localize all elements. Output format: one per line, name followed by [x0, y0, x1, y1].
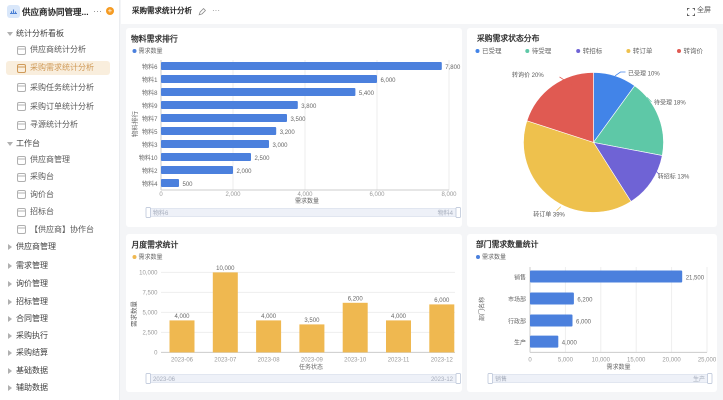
svg-text:物料4: 物料4 — [438, 209, 454, 217]
svg-text:5,000: 5,000 — [558, 358, 574, 364]
svg-text:已受理 10%: 已受理 10% — [628, 70, 660, 78]
svg-text:4,000: 4,000 — [297, 192, 313, 198]
svg-text:6,200: 6,200 — [577, 298, 593, 304]
svg-text:生产: 生产 — [693, 375, 705, 383]
svg-text:0: 0 — [159, 192, 163, 198]
svg-text:物料9: 物料9 — [142, 102, 158, 110]
svg-text:生产: 生产 — [514, 339, 526, 347]
svg-text:待受理 18%: 待受理 18% — [654, 99, 686, 107]
svg-text:2023-08: 2023-08 — [258, 358, 281, 364]
svg-text:3,800: 3,800 — [301, 104, 317, 110]
svg-text:2,500: 2,500 — [142, 331, 158, 337]
svg-text:转订单: 转订单 — [633, 46, 653, 55]
svg-text:采购需求状态分布: 采购需求状态分布 — [476, 33, 540, 43]
svg-text:6,000: 6,000 — [576, 320, 592, 326]
svg-text:物料6: 物料6 — [153, 209, 169, 217]
svg-text:25,000: 25,000 — [698, 358, 717, 364]
svg-text:7,500: 7,500 — [142, 291, 158, 297]
svg-text:物料5: 物料5 — [142, 128, 158, 136]
svg-text:物料6: 物料6 — [142, 63, 158, 71]
svg-text:3,200: 3,200 — [280, 130, 296, 136]
svg-text:10,000: 10,000 — [592, 358, 611, 364]
svg-text:物料10: 物料10 — [139, 154, 158, 162]
svg-text:2,000: 2,000 — [237, 169, 253, 175]
svg-text:8,000: 8,000 — [441, 192, 457, 198]
svg-text:部门需求数量统计: 部门需求数量统计 — [476, 239, 539, 249]
svg-text:销售: 销售 — [514, 274, 526, 282]
svg-text:销售: 销售 — [495, 375, 507, 383]
svg-text:转招标 13%: 转招标 13% — [658, 173, 690, 181]
svg-text:20,000: 20,000 — [662, 358, 681, 364]
svg-text:需求数量: 需求数量 — [139, 253, 163, 261]
svg-text:0: 0 — [154, 351, 158, 357]
svg-text:6,000: 6,000 — [434, 298, 450, 304]
svg-text:10,000: 10,000 — [139, 271, 158, 277]
svg-text:物料7: 物料7 — [142, 115, 158, 123]
svg-text:2,500: 2,500 — [255, 156, 271, 162]
svg-text:4,000: 4,000 — [261, 314, 277, 320]
svg-text:3,000: 3,000 — [273, 143, 289, 149]
svg-text:物料1: 物料1 — [142, 76, 158, 84]
svg-text:物料需求排行: 物料需求排行 — [131, 34, 178, 44]
svg-text:部门名称: 部门名称 — [478, 297, 486, 321]
svg-text:物料8: 物料8 — [142, 89, 158, 97]
svg-text:需求数量: 需求数量 — [129, 301, 138, 328]
svg-text:需求数量: 需求数量 — [139, 47, 163, 55]
svg-text:物料排行: 物料排行 — [130, 111, 139, 138]
svg-text:2023-09: 2023-09 — [301, 358, 324, 364]
svg-text:2023-07: 2023-07 — [214, 358, 237, 364]
svg-text:3,500: 3,500 — [291, 117, 307, 123]
svg-text:需求数量: 需求数量 — [295, 197, 319, 205]
svg-text:市场部: 市场部 — [508, 296, 526, 304]
svg-text:4,000: 4,000 — [562, 341, 578, 347]
svg-text:月度需求统计: 月度需求统计 — [131, 240, 179, 250]
svg-text:转询价 20%: 转询价 20% — [512, 71, 544, 79]
svg-text:任务状态: 任务状态 — [299, 363, 323, 371]
svg-text:物料3: 物料3 — [142, 141, 158, 149]
svg-text:行政部: 行政部 — [508, 318, 526, 326]
svg-text:4,000: 4,000 — [391, 314, 407, 320]
svg-text:2023-06: 2023-06 — [153, 377, 176, 383]
svg-text:待受理: 待受理 — [532, 46, 552, 55]
svg-text:需求数量: 需求数量 — [482, 253, 506, 261]
svg-text:4,000: 4,000 — [174, 314, 190, 320]
svg-text:3,500: 3,500 — [304, 318, 320, 324]
svg-text:转招标: 转招标 — [583, 46, 603, 55]
svg-text:21,500: 21,500 — [686, 276, 705, 282]
svg-text:15,000: 15,000 — [627, 358, 646, 364]
svg-text:2023-12: 2023-12 — [431, 377, 454, 383]
svg-text:0: 0 — [528, 358, 532, 364]
svg-text:2023-10: 2023-10 — [344, 358, 367, 364]
svg-text:2,000: 2,000 — [225, 192, 241, 198]
svg-text:5,400: 5,400 — [359, 91, 375, 97]
svg-text:转订单 39%: 转订单 39% — [533, 210, 565, 218]
svg-text:500: 500 — [183, 182, 194, 188]
svg-text:需求数量: 需求数量 — [606, 363, 630, 371]
svg-text:物料4: 物料4 — [142, 180, 158, 188]
svg-text:6,000: 6,000 — [369, 192, 385, 198]
svg-text:2023-06: 2023-06 — [171, 358, 194, 364]
svg-text:2023-11: 2023-11 — [388, 358, 410, 364]
svg-text:转询价: 转询价 — [684, 46, 704, 55]
svg-text:6,200: 6,200 — [348, 296, 364, 302]
svg-text:6,000: 6,000 — [381, 78, 397, 84]
svg-text:5,000: 5,000 — [142, 311, 158, 317]
svg-text:已受理: 已受理 — [482, 46, 502, 55]
svg-text:7,800: 7,800 — [445, 65, 461, 71]
svg-text:2023-12: 2023-12 — [431, 358, 454, 364]
svg-text:物料2: 物料2 — [142, 167, 158, 175]
svg-text:10,000: 10,000 — [216, 266, 235, 272]
